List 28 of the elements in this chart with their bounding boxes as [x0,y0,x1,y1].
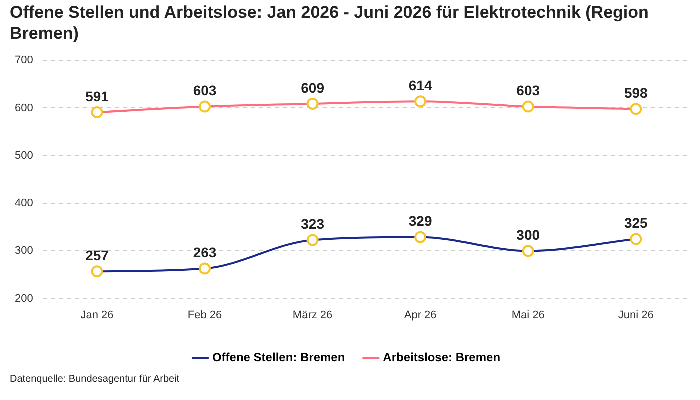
data-label: 329 [408,213,432,230]
data-label: 263 [193,244,217,261]
y-tick-label: 400 [14,198,34,210]
data-label: 603 [516,82,540,99]
legend-label: Arbeitslose: Bremen [383,350,501,364]
data-label: 257 [86,248,110,264]
y-tick-label: 500 [14,150,34,162]
x-tick-label: Juni 26 [618,309,654,322]
data-label: 591 [86,88,110,104]
legend-label: Offene Stellen: Bremen [212,350,346,364]
chart-title: Offene Stellen und Arbeitslose: Jan 2026 - Juni 2026 für Elektrotechnik (Region Bremen) [9,2,650,44]
x-tick-label: Mai 26 [512,309,545,322]
data-label: 614 [408,77,432,94]
data-label: 300 [516,227,540,244]
data-label: 598 [624,85,648,102]
y-tick-label: 600 [14,102,34,114]
x-tick-label: Feb 26 [188,309,222,322]
y-tick-label: 700 [14,54,34,67]
text: Datenquelle: Bundesagentur für Arbeit [9,374,181,385]
y-tick-label: 300 [14,245,34,258]
data-label: 323 [301,216,325,232]
data-label: 603 [193,82,217,99]
y-tick-label: 200 [14,292,34,305]
x-tick-label: Apr 26 [404,309,437,322]
x-tick-label: März 26 [292,309,333,322]
x-tick-label: Jan 26 [80,309,114,322]
data-label: 325 [624,215,648,232]
data-label: 609 [301,80,325,96]
